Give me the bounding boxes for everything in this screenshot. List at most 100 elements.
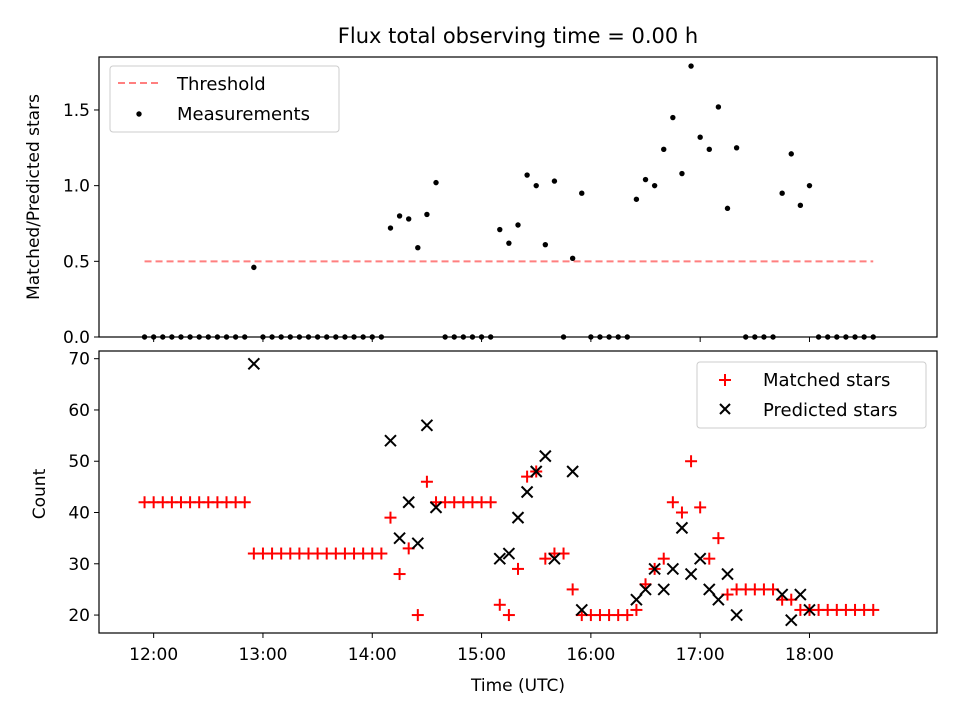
matched-star-marker bbox=[703, 552, 716, 565]
bottom-y-tick-label: 60 bbox=[68, 401, 90, 421]
matched-star-marker bbox=[712, 532, 725, 545]
bottom-y-label: Count bbox=[30, 468, 50, 519]
predicted-star-marker bbox=[730, 608, 743, 622]
matched-star-marker bbox=[621, 609, 634, 622]
bottom-x-tick-label: 15:00 bbox=[457, 645, 506, 665]
measurement-point bbox=[551, 178, 558, 184]
measurement-point bbox=[415, 245, 421, 251]
predicted-star-marker bbox=[794, 588, 807, 601]
bottom-legend-predicted-swatch bbox=[719, 403, 731, 415]
measurement-point bbox=[424, 211, 430, 218]
predicted-star-marker bbox=[657, 583, 670, 596]
predicted-star-marker bbox=[539, 449, 552, 463]
measurement-point bbox=[642, 176, 649, 183]
predicted-star-marker bbox=[520, 485, 534, 499]
measurement-point bbox=[515, 222, 521, 228]
predicted-star-marker bbox=[775, 588, 789, 601]
top-y-axis: 0.0 0.5 1.0 1.5 bbox=[63, 101, 99, 348]
bottom-x-tick-label: 14:00 bbox=[348, 645, 397, 665]
bottom-y-tick-label: 20 bbox=[68, 606, 90, 626]
bottom-x-tick-label: 12:00 bbox=[129, 645, 178, 665]
measurement-point bbox=[396, 213, 403, 219]
predicted-star-marker bbox=[411, 537, 425, 550]
measurement-point bbox=[733, 145, 740, 151]
measurement-point bbox=[706, 146, 712, 153]
predicted-star-marker bbox=[511, 511, 525, 524]
matched-star-marker bbox=[675, 506, 688, 519]
matched-star-marker bbox=[238, 496, 251, 509]
top-panel: Flux total observing time = 0.00 h 0.00.… bbox=[24, 24, 938, 348]
predicted-star-marker bbox=[502, 547, 516, 560]
predicted-star-marker bbox=[247, 357, 261, 371]
predicted-star-marker bbox=[721, 567, 734, 581]
predicted-star-marker bbox=[639, 583, 652, 596]
predicted-star-marker bbox=[575, 603, 588, 617]
predicted-star-marker bbox=[530, 465, 543, 478]
top-legend: Threshold Measurements bbox=[109, 65, 340, 133]
measurement-point bbox=[661, 146, 667, 153]
matched-star-marker bbox=[420, 475, 433, 488]
bottom-x-tick-label: 18:00 bbox=[785, 645, 834, 665]
measurement-point bbox=[579, 190, 585, 196]
matched-star-marker bbox=[411, 609, 424, 622]
measurement-point bbox=[405, 216, 412, 222]
bottom-panel: 20 30 40 50 60 70 12:00 13:00 14:00 15:00 16:00 17… bbox=[30, 350, 938, 696]
top-legend-threshold-label: Threshold bbox=[176, 74, 266, 95]
measurement-point bbox=[633, 196, 640, 202]
matched-star-marker bbox=[566, 583, 579, 596]
predicted-star-marker bbox=[402, 496, 415, 509]
matched-star-marker bbox=[502, 609, 515, 622]
matched-star-marker bbox=[375, 547, 388, 560]
bottom-y-tick-label: 50 bbox=[68, 452, 90, 472]
top-title: Flux total observing time = 0.00 h bbox=[338, 24, 698, 48]
bottom-y-tick-label: 30 bbox=[68, 555, 90, 575]
bottom-x-tick-label: 16:00 bbox=[566, 645, 615, 665]
matched-star-marker bbox=[484, 496, 497, 509]
bottom-legend-matched-swatch bbox=[719, 374, 731, 386]
bottom-y-tick-label: 70 bbox=[68, 350, 90, 370]
measurement-point bbox=[251, 264, 257, 271]
measurement-point bbox=[497, 226, 503, 233]
top-y-tick-label: 0.0 bbox=[63, 328, 90, 348]
predicted-star-marker bbox=[666, 562, 680, 576]
bottom-x-axis: 12:00 13:00 14:00 15:00 16:00 17:00 18:00 bbox=[129, 633, 834, 665]
bottom-plot-area bbox=[98, 350, 938, 634]
predicted-star-marker bbox=[703, 583, 716, 596]
predicted-star-marker bbox=[566, 465, 579, 478]
predicted-star-marker bbox=[548, 552, 561, 565]
bottom-y-axis: 20 30 40 50 60 70 bbox=[68, 350, 99, 626]
top-axes-frame bbox=[98, 56, 938, 338]
matched-star-marker bbox=[493, 598, 506, 611]
top-x-ticks bbox=[153, 337, 810, 342]
matched-star-marker bbox=[694, 501, 707, 514]
top-legend-measurements-label: Measurements bbox=[177, 104, 310, 125]
matched-star-marker bbox=[539, 552, 552, 565]
measurement-point bbox=[533, 182, 539, 189]
matched-star-marker bbox=[512, 562, 524, 575]
measurement-point bbox=[797, 202, 804, 209]
predicted-star-marker bbox=[648, 562, 661, 576]
predicted-star-marker bbox=[393, 531, 406, 545]
bottom-legend-predicted-label: Predicted stars bbox=[763, 400, 897, 421]
matched-star-marker bbox=[630, 603, 643, 616]
matched-star-marker bbox=[393, 568, 406, 581]
measurement-point bbox=[779, 190, 785, 196]
matched-star-marker bbox=[384, 511, 397, 524]
bottom-x-label: Time (UTC) bbox=[470, 676, 565, 696]
top-y-tick-label: 1.5 bbox=[63, 101, 90, 121]
measurement-point bbox=[651, 182, 658, 189]
top-y-tick-label: 0.5 bbox=[63, 252, 90, 272]
measurement-point bbox=[679, 170, 685, 177]
matched-star-marker bbox=[867, 603, 880, 616]
predicted-star-marker bbox=[384, 434, 397, 447]
top-y-tick-label: 1.0 bbox=[63, 177, 90, 197]
measurement-point bbox=[788, 151, 794, 157]
top-y-label: Matched/Predicted stars bbox=[24, 94, 44, 300]
top-legend-frame bbox=[109, 65, 340, 133]
predicted-star-marker bbox=[803, 603, 816, 617]
bottom-legend-frame bbox=[696, 361, 927, 429]
predicted-star-marker bbox=[420, 419, 434, 432]
top-plot-area bbox=[98, 56, 938, 340]
measurement-point bbox=[715, 104, 722, 110]
measurement-point bbox=[697, 134, 703, 140]
